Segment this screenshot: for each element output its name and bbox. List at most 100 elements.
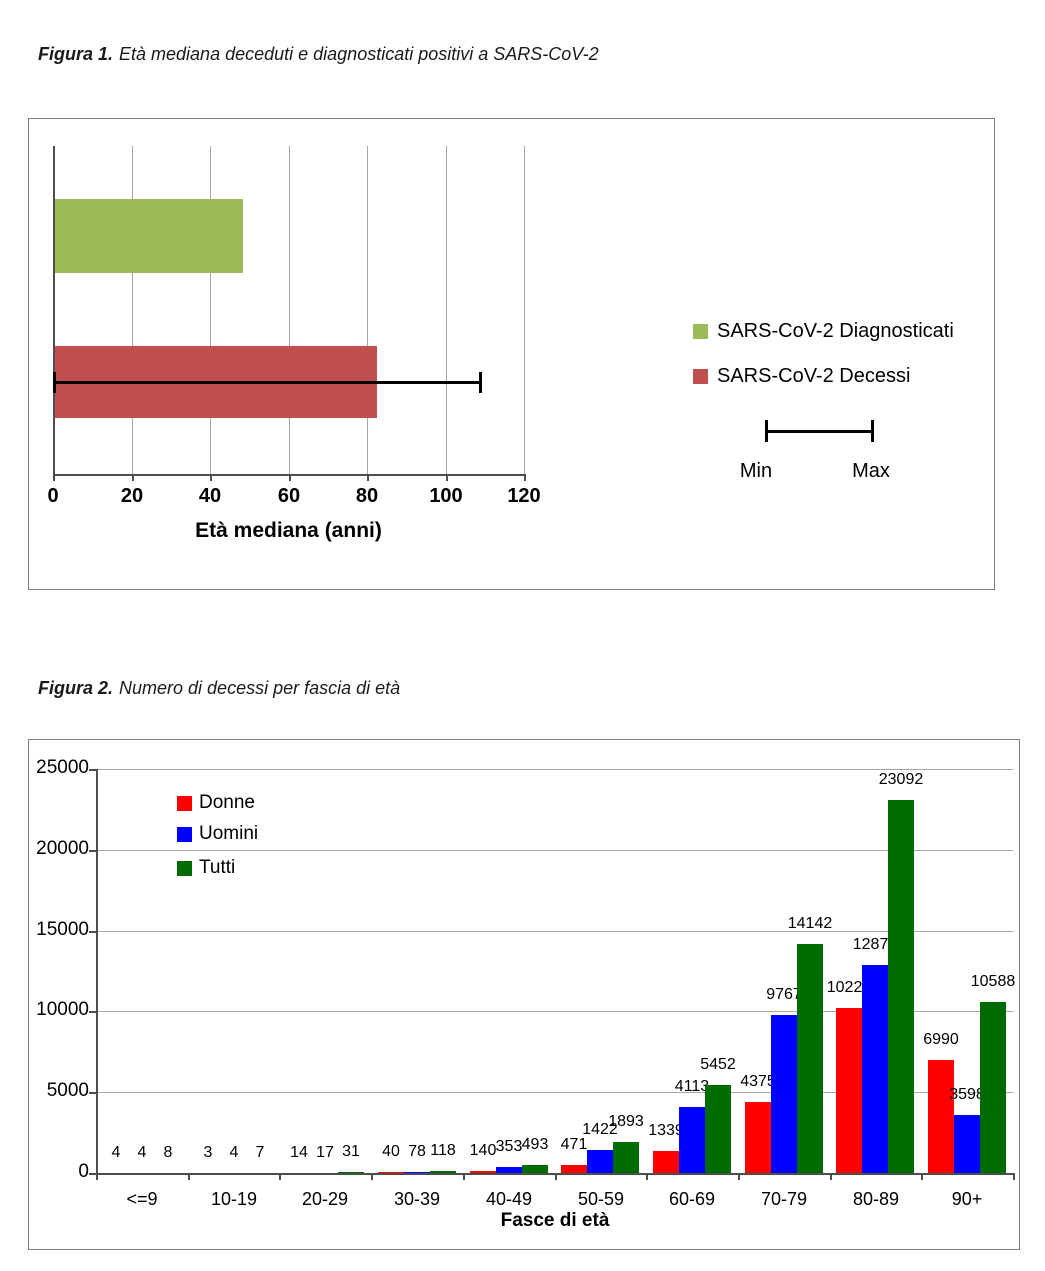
- fig2-value-label-uomini-50-59: 1422: [582, 1121, 618, 1138]
- fig2-value-label-tutti-30-39: 118: [430, 1142, 456, 1159]
- fig2-bar-donne-90+: [928, 1060, 954, 1173]
- fig2-x-tickmark-6: [646, 1173, 648, 1180]
- fig2-y-tick-label-25000: 25000: [36, 757, 89, 778]
- fig1-x-tick-label-20: 20: [120, 485, 144, 507]
- fig1-plot-area: 0 20 40 60 80 100 120: [29, 119, 994, 589]
- fig2-y-tick-label-20000: 20000: [36, 838, 89, 859]
- fig2-bar-uomini-90+: [954, 1115, 980, 1173]
- fig2-x-tickmark-8: [830, 1173, 832, 1180]
- fig2-bar-donne-40-49: [470, 1171, 496, 1173]
- fig2-plot-area: 0 5000 10000 15000 20000 25000 <=9 10-19 20-29 30…: [29, 740, 1019, 1249]
- fig2-x-tick-label-5: 50-59: [577, 1189, 625, 1209]
- fig2-value-label-tutti-40-49: 493: [521, 1136, 549, 1153]
- fig2-value-label-tutti-60-69: 5452: [700, 1056, 736, 1073]
- error-bar-legend-cap-right: [871, 420, 874, 442]
- fig1-bar-diagnosticati: [55, 199, 243, 273]
- fig2-y-tick-label-0: 0: [78, 1161, 89, 1182]
- donne-swatch: [177, 795, 192, 811]
- fig2-bar-uomini-60-69: [679, 1107, 705, 1173]
- fig2-bar-donne-80-89: [836, 1008, 862, 1173]
- fig2-value-label-donne-80-89: 10220: [826, 979, 872, 996]
- legend-item-decessi: SARS-CoV-2 Decessi: [693, 364, 910, 388]
- fig2-gridline-5000: [96, 1092, 1013, 1093]
- fig2-bar-tutti-50-59: [613, 1142, 639, 1173]
- legend-label-tutti: Tutti: [199, 857, 236, 878]
- figura-2-chart: 0 5000 10000 15000 20000 25000 <=9 10-19 20-29 30…: [28, 739, 1020, 1250]
- fig2-y-tick-label-15000: 15000: [36, 919, 89, 940]
- fig2-y-tick-label-10000: 10000: [36, 999, 89, 1020]
- error-bar-line: [53, 381, 481, 384]
- fig2-x-tickmark-7: [738, 1173, 740, 1180]
- error-bar-max-label: Max: [852, 460, 890, 482]
- fig2-value-label-uomini-20-29: 17: [316, 1144, 334, 1161]
- fig2-gridline-10000: [96, 1011, 1013, 1012]
- fig1-gridline-100: [446, 146, 447, 474]
- error-bar-legend-line: [766, 430, 873, 433]
- fig2-bar-tutti-90+: [980, 1002, 1006, 1173]
- fig2-y-tickmark-15000: [89, 931, 96, 933]
- fig1-x-tick-label-80: 80: [355, 485, 379, 507]
- fig2-x-tick-label-3: 30-39: [393, 1189, 441, 1209]
- fig1-gridline-60: [289, 146, 290, 474]
- fig2-bar-uomini-70-79: [771, 1015, 797, 1173]
- fig2-bar-uomini-50-59: [587, 1150, 613, 1173]
- fig1-x-tickmark-0: [53, 474, 55, 481]
- fig2-bar-tutti-80-89: [888, 800, 914, 1173]
- fig2-y-tickmark-10000: [89, 1011, 96, 1013]
- fig2-value-label-uomini-60-69: 4113: [674, 1078, 710, 1095]
- fig2-y-tickmark-5000: [89, 1092, 96, 1094]
- fig2-x-tick-label-8: 80-89: [852, 1189, 900, 1209]
- fig2-x-tickmark-10: [1013, 1173, 1015, 1180]
- fig2-x-axis: [96, 1173, 1013, 1175]
- fig2-x-tickmark-2: [279, 1173, 281, 1180]
- legend-item-tutti: Tutti: [177, 857, 236, 878]
- fig2-y-axis: [96, 769, 98, 1173]
- fig2-value-label-donne-20-29: 14: [290, 1144, 308, 1161]
- figura-2-title-label: Figura 2.: [38, 678, 114, 698]
- fig2-value-label-donne-40-49: 140: [469, 1142, 497, 1159]
- diagnosticati-swatch: [693, 323, 708, 339]
- fig1-x-tickmark-80: [367, 474, 369, 481]
- fig2-x-tickmark-4: [463, 1173, 465, 1180]
- fig2-value-label-donne-30-39: 40: [382, 1143, 400, 1160]
- fig2-value-label-uomini-90+: 3598: [949, 1086, 985, 1103]
- fig2-value-label-donne-50-59: 471: [560, 1136, 588, 1153]
- fig2-y-tickmark-0: [89, 1173, 96, 1175]
- legend-item-uomini: Uomini: [177, 823, 259, 844]
- fig2-value-label-tutti-<=9: 8: [163, 1144, 173, 1161]
- fig1-gridline-40: [210, 146, 211, 474]
- fig2-y-tick-label-5000: 5000: [46, 1080, 89, 1101]
- fig2-x-tickmark-0: [96, 1173, 98, 1180]
- figura-1-title-text: Età mediana deceduti e diagnosticati pos…: [119, 44, 599, 64]
- fig2-value-label-uomini-10-19: 4: [229, 1144, 239, 1161]
- fig2-bar-donne-70-79: [745, 1102, 771, 1173]
- fig1-x-tick-label-120: 120: [507, 485, 541, 507]
- legend-label-donne: Donne: [199, 792, 255, 813]
- fig2-x-tick-label-9: 90+: [951, 1189, 983, 1209]
- fig2-value-label-donne-60-69: 1339: [648, 1122, 684, 1139]
- fig2-value-label-uomini-80-89: 12872: [852, 936, 898, 953]
- fig2-x-tick-label-4: 40-49: [485, 1189, 533, 1209]
- fig2-bar-tutti-70-79: [797, 944, 823, 1173]
- fig2-value-label-donne-70-79: 4375: [740, 1073, 776, 1090]
- fig1-x-tickmark-60: [289, 474, 291, 481]
- fig1-x-tick-label-0: 0: [47, 485, 59, 507]
- fig1-x-tickmark-120: [524, 474, 526, 481]
- legend-label-uomini: Uomini: [199, 823, 259, 844]
- figura-1-title-label: Figura 1.: [38, 44, 114, 64]
- fig1-x-tickmark-20: [132, 474, 134, 481]
- fig1-gridline-80: [367, 146, 368, 474]
- fig2-x-axis-title: Fasce di età: [500, 1210, 610, 1231]
- fig2-value-label-uomini-<=9: 4: [137, 1144, 147, 1161]
- tutti-swatch: [177, 860, 192, 876]
- fig2-x-tickmark-3: [371, 1173, 373, 1180]
- fig2-value-label-uomini-40-49: 353: [495, 1138, 523, 1155]
- legend-label-decessi: SARS-CoV-2 Decessi: [717, 364, 911, 387]
- fig1-gridline-20: [132, 146, 133, 474]
- uomini-swatch: [177, 826, 192, 842]
- fig1-y-axis: [53, 146, 55, 474]
- fig2-bar-tutti-40-49: [522, 1165, 548, 1173]
- fig2-gridline-25000: [96, 769, 1013, 770]
- fig2-gridline-20000: [96, 850, 1013, 851]
